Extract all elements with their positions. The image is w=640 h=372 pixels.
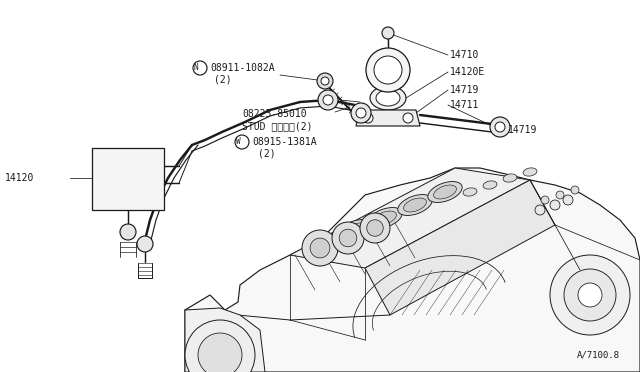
Polygon shape: [365, 180, 555, 315]
Circle shape: [310, 238, 330, 258]
Circle shape: [556, 191, 564, 199]
Text: 14120E: 14120E: [450, 67, 485, 77]
Circle shape: [403, 113, 413, 123]
Circle shape: [120, 224, 136, 240]
Circle shape: [490, 117, 510, 137]
Text: 14710: 14710: [450, 50, 479, 60]
Circle shape: [356, 108, 366, 118]
Text: 14711: 14711: [450, 100, 479, 110]
Text: A/7100.8: A/7100.8: [577, 351, 620, 360]
Ellipse shape: [428, 182, 462, 202]
Circle shape: [367, 220, 383, 236]
Circle shape: [339, 229, 357, 247]
Circle shape: [541, 196, 549, 204]
Circle shape: [351, 103, 371, 123]
Circle shape: [321, 77, 329, 85]
Circle shape: [382, 27, 394, 39]
Text: STUD スタッド(2): STUD スタッド(2): [242, 121, 312, 131]
Circle shape: [374, 56, 402, 84]
Ellipse shape: [503, 174, 517, 182]
Text: 08915-1381A: 08915-1381A: [252, 137, 317, 147]
Ellipse shape: [370, 86, 406, 110]
Circle shape: [193, 61, 207, 75]
Ellipse shape: [463, 188, 477, 196]
Text: 14719: 14719: [508, 125, 538, 135]
Ellipse shape: [398, 195, 432, 215]
Circle shape: [564, 269, 616, 321]
Circle shape: [235, 135, 249, 149]
Polygon shape: [290, 168, 530, 268]
Circle shape: [137, 236, 153, 252]
Circle shape: [198, 333, 242, 372]
Circle shape: [578, 283, 602, 307]
Circle shape: [318, 90, 338, 110]
Ellipse shape: [433, 185, 456, 199]
Text: 08911-1082A: 08911-1082A: [210, 63, 275, 73]
Ellipse shape: [483, 181, 497, 189]
Ellipse shape: [404, 198, 426, 212]
Text: 14120: 14120: [5, 173, 35, 183]
Text: W: W: [236, 138, 240, 147]
Text: 14719: 14719: [450, 85, 479, 95]
Circle shape: [550, 200, 560, 210]
Circle shape: [366, 48, 410, 92]
Ellipse shape: [376, 90, 400, 106]
Circle shape: [535, 205, 545, 215]
Circle shape: [302, 230, 338, 266]
Circle shape: [360, 213, 390, 243]
Circle shape: [185, 320, 255, 372]
Polygon shape: [185, 168, 640, 372]
Ellipse shape: [368, 208, 402, 228]
Ellipse shape: [374, 211, 396, 225]
Circle shape: [571, 186, 579, 194]
Circle shape: [563, 195, 573, 205]
Polygon shape: [92, 148, 164, 210]
Polygon shape: [185, 308, 265, 372]
Ellipse shape: [523, 168, 537, 176]
Circle shape: [317, 73, 333, 89]
Circle shape: [550, 255, 630, 335]
Text: N: N: [194, 64, 198, 73]
Circle shape: [363, 113, 373, 123]
Ellipse shape: [344, 223, 367, 237]
Circle shape: [495, 122, 505, 132]
Polygon shape: [356, 110, 420, 126]
Text: (2): (2): [258, 149, 276, 159]
Text: 08223-85010: 08223-85010: [242, 109, 307, 119]
Ellipse shape: [338, 219, 372, 240]
Text: (2): (2): [214, 75, 232, 85]
Circle shape: [323, 95, 333, 105]
Circle shape: [332, 222, 364, 254]
